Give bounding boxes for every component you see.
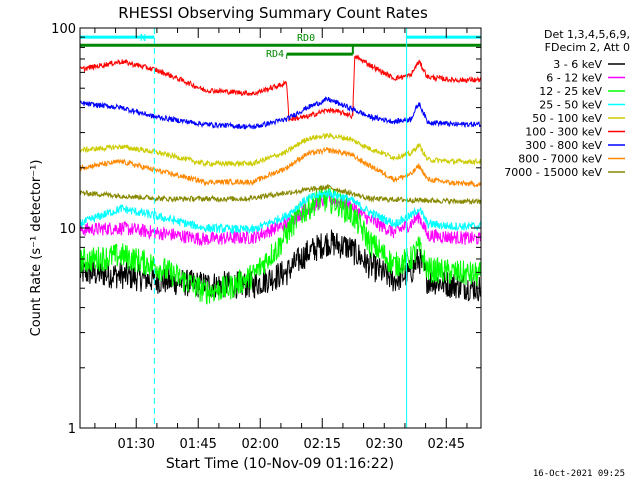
axes: 1 10 100 01:30 01:45 02:00 02:15 02:30 02:45 — [51, 22, 481, 452]
series-line-6 — [80, 96, 481, 131]
footer-timestamp: 16-Oct-2021 09:25 — [533, 469, 625, 479]
legend-label-0: 3 - 6 keV — [553, 58, 602, 71]
legend-label-5: 100 - 300 keV — [525, 126, 602, 139]
x-tick-label-4: 02:30 — [366, 437, 403, 452]
plot-frame — [79, 27, 482, 429]
series-line-2 — [80, 186, 481, 305]
legend-label-2: 12 - 25 keV — [539, 85, 602, 98]
y-tick-label-1: 10 — [59, 222, 76, 237]
y-tick-label-2: 100 — [51, 22, 76, 37]
legend-label-3: 25 - 50 keV — [539, 99, 602, 112]
x-tick-label-1: 01:45 — [179, 437, 216, 452]
x-tick-label-5: 02:45 — [428, 437, 465, 452]
series-line-7 — [80, 146, 481, 188]
plot-area: N RD4 RD0 — [80, 28, 481, 428]
flag-label-rd4: RD4 — [266, 49, 284, 60]
legend-label-7: 800 - 7000 keV — [518, 153, 602, 166]
series-line-8 — [80, 184, 481, 206]
legend-label-1: 6 - 12 keV — [546, 72, 602, 85]
series-line-0 — [80, 229, 481, 302]
series-line-5 — [80, 54, 481, 122]
y-tick-label-0: 1 — [68, 422, 76, 437]
legend-header-1: FDecim 2, Att 0 — [545, 41, 630, 54]
series-line-4 — [80, 132, 481, 168]
x-axis-label: Start Time (10-Nov-09 01:16:22) — [166, 456, 394, 472]
flag-label-rd0: RD0 — [297, 33, 315, 44]
x-tick-label-3: 02:15 — [304, 437, 341, 452]
chart-title: RHESSI Observing Summary Count Rates — [118, 4, 428, 22]
series-line-3 — [80, 188, 481, 235]
legend-label-4: 50 - 100 keV — [532, 112, 602, 125]
x-tick-label-2: 02:00 — [242, 437, 279, 452]
x-tick-label-0: 01:30 — [117, 437, 154, 452]
legend: Det 1,3,4,5,6,9,FDecim 2, Att 0 3 - 6 keV… — [504, 28, 630, 179]
flag-label-n: N — [140, 33, 146, 44]
y-axis-label: Count Rate (s⁻¹ detector⁻¹) — [29, 160, 44, 337]
legend-label-6: 300 - 800 keV — [525, 139, 602, 152]
legend-header-0: Det 1,3,4,5,6,9, — [544, 28, 630, 41]
legend-label-8: 7000 - 15000 keV — [504, 166, 602, 179]
